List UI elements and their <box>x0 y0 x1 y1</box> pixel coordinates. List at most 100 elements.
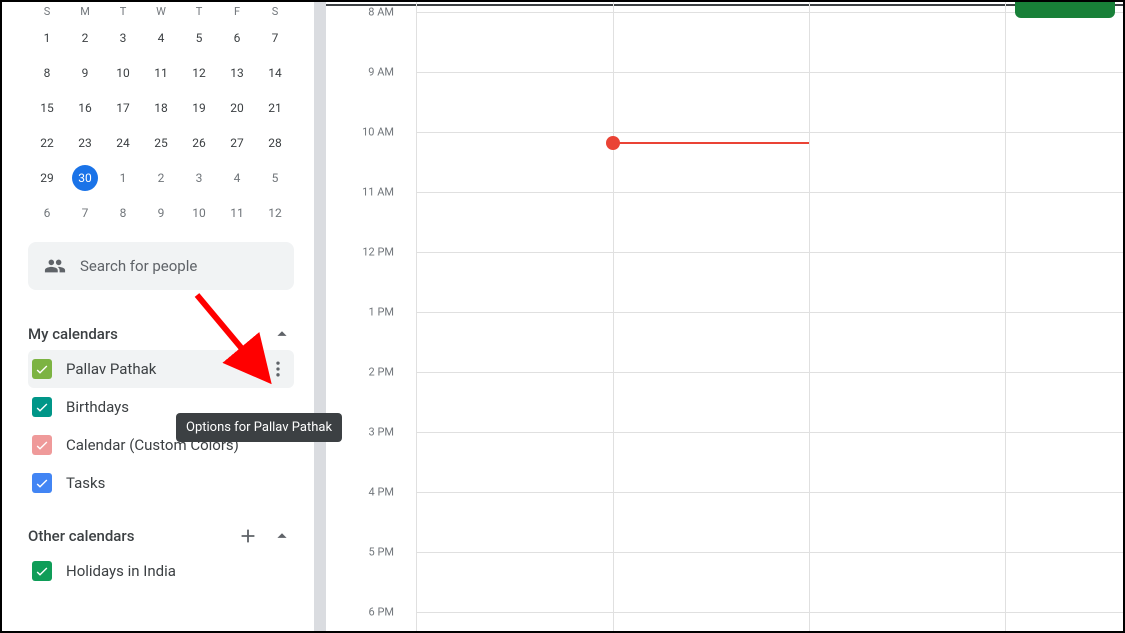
hour-line <box>416 552 1123 553</box>
more-options-icon[interactable] <box>266 357 290 381</box>
calendar-checkbox[interactable] <box>32 561 52 581</box>
time-label: 8 AM <box>368 6 394 19</box>
people-icon <box>44 255 66 277</box>
calendar-item[interactable]: Pallav Pathak <box>28 350 294 388</box>
chevron-up-icon[interactable] <box>270 322 294 346</box>
mini-day[interactable]: 29 <box>28 160 66 195</box>
mini-day[interactable]: 10 <box>180 195 218 230</box>
mini-day[interactable]: 6 <box>28 195 66 230</box>
mini-day[interactable]: 20 <box>218 90 256 125</box>
mini-day[interactable]: 23 <box>66 125 104 160</box>
mini-calendar: SMTWTFS 12345678910111213141516171819202… <box>28 2 294 230</box>
mini-day[interactable]: 16 <box>66 90 104 125</box>
search-placeholder: Search for people <box>80 257 197 275</box>
hour-line <box>416 312 1123 313</box>
mini-day[interactable]: 25 <box>142 125 180 160</box>
chevron-up-icon[interactable] <box>270 524 294 548</box>
mini-day[interactable]: 28 <box>256 125 294 160</box>
calendar-checkbox[interactable] <box>32 435 52 455</box>
mini-day[interactable]: 2 <box>66 20 104 55</box>
mini-day[interactable]: 11 <box>142 55 180 90</box>
time-gutter: 8 AM9 AM10 AM11 AM12 PM1 PM2 PM3 PM4 PM5… <box>326 2 416 631</box>
mini-day[interactable]: 9 <box>66 55 104 90</box>
day-grid[interactable] <box>416 2 1123 631</box>
other-calendars-title: Other calendars <box>28 527 134 545</box>
mini-day[interactable]: 9 <box>142 195 180 230</box>
mini-day[interactable]: 12 <box>256 195 294 230</box>
calendar-checkbox[interactable] <box>32 473 52 493</box>
calendar-label: Pallav Pathak <box>66 360 252 378</box>
day-view: 8 AM9 AM10 AM11 AM12 PM1 PM2 PM3 PM4 PM5… <box>326 2 1123 631</box>
calendar-item[interactable]: Holidays in India <box>28 552 294 590</box>
mini-day-header: T <box>104 2 142 20</box>
plus-icon[interactable] <box>236 524 260 548</box>
mini-day[interactable]: 12 <box>180 55 218 90</box>
mini-day[interactable]: 17 <box>104 90 142 125</box>
sidebar-divider <box>314 2 326 631</box>
mini-day[interactable]: 13 <box>218 55 256 90</box>
time-label: 9 AM <box>368 66 394 79</box>
hour-line <box>416 252 1123 253</box>
hour-line <box>416 492 1123 493</box>
mini-day[interactable]: 11 <box>218 195 256 230</box>
time-label: 12 PM <box>362 246 394 259</box>
mini-day-header: T <box>180 2 218 20</box>
calendar-checkbox[interactable] <box>32 359 52 379</box>
mini-day[interactable]: 8 <box>104 195 142 230</box>
mini-day[interactable]: 10 <box>104 55 142 90</box>
mini-day[interactable]: 26 <box>180 125 218 160</box>
mini-day-header: S <box>28 2 66 20</box>
mini-day[interactable]: 8 <box>28 55 66 90</box>
calendar-item[interactable]: Tasks <box>28 464 294 502</box>
mini-day[interactable]: 1 <box>28 20 66 55</box>
time-label: 11 AM <box>362 186 394 199</box>
time-label: 4 PM <box>369 486 394 499</box>
mini-day[interactable]: 5 <box>180 20 218 55</box>
mini-day[interactable]: 22 <box>28 125 66 160</box>
hour-line <box>416 612 1123 613</box>
day-column-line <box>809 2 810 631</box>
mini-day[interactable]: 3 <box>180 160 218 195</box>
hour-line <box>416 132 1123 133</box>
top-right-button[interactable] <box>1015 0 1115 18</box>
mini-day[interactable]: 6 <box>218 20 256 55</box>
mini-day[interactable]: 30 <box>66 160 104 195</box>
mini-day[interactable]: 18 <box>142 90 180 125</box>
day-column-line <box>416 2 417 631</box>
other-calendars-list: Holidays in India <box>28 552 294 590</box>
options-tooltip: Options for Pallav Pathak <box>176 413 342 442</box>
search-people[interactable]: Search for people <box>28 242 294 290</box>
now-dot <box>606 136 620 150</box>
mini-day[interactable]: 1 <box>104 160 142 195</box>
mini-day[interactable]: 21 <box>256 90 294 125</box>
my-calendars-header[interactable]: My calendars <box>28 318 294 350</box>
my-calendars-title: My calendars <box>28 325 118 343</box>
mini-day[interactable]: 7 <box>66 195 104 230</box>
day-column-line <box>613 2 614 631</box>
mini-day[interactable]: 2 <box>142 160 180 195</box>
mini-day[interactable]: 14 <box>256 55 294 90</box>
now-line <box>613 142 809 144</box>
time-label: 6 PM <box>369 606 394 619</box>
mini-day[interactable]: 24 <box>104 125 142 160</box>
mini-day[interactable]: 27 <box>218 125 256 160</box>
mini-day-header: S <box>256 2 294 20</box>
sidebar: SMTWTFS 12345678910111213141516171819202… <box>2 2 314 631</box>
day-column-line <box>1005 2 1006 631</box>
mini-day[interactable]: 5 <box>256 160 294 195</box>
other-calendars-header[interactable]: Other calendars <box>28 520 294 552</box>
mini-day-header: M <box>66 2 104 20</box>
mini-day[interactable]: 4 <box>142 20 180 55</box>
time-label: 10 AM <box>362 126 394 139</box>
mini-day[interactable]: 19 <box>180 90 218 125</box>
mini-day[interactable]: 3 <box>104 20 142 55</box>
calendar-label: Holidays in India <box>66 562 290 580</box>
mini-day[interactable]: 7 <box>256 20 294 55</box>
hour-line <box>416 372 1123 373</box>
time-label: 1 PM <box>369 306 394 319</box>
time-label: 3 PM <box>369 426 394 439</box>
time-label: 5 PM <box>369 546 394 559</box>
mini-day[interactable]: 4 <box>218 160 256 195</box>
calendar-checkbox[interactable] <box>32 397 52 417</box>
mini-day[interactable]: 15 <box>28 90 66 125</box>
